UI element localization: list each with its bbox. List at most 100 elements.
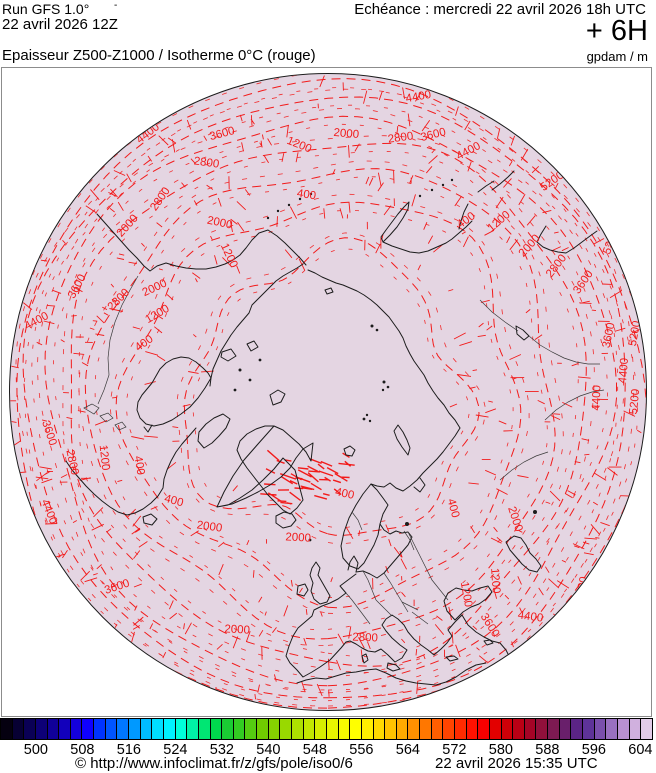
isotherm-label-2000: 2000: [224, 623, 250, 636]
isotherm-label-2800: 2800: [193, 155, 220, 170]
coast-iceland: [275, 511, 297, 529]
coast-novaya-zemlya: [393, 424, 411, 456]
colorbar-cell: [582, 719, 594, 739]
coast-newfoundland: [142, 513, 158, 526]
coast-caspian-sea: [505, 535, 542, 573]
coast-kola-whitesea: [370, 427, 461, 492]
isotherm-dash-texture: [10, 75, 642, 701]
coast-west-europe-iberia: [285, 573, 357, 678]
colorbar-cell: [616, 719, 629, 739]
colorbar-cell: [558, 719, 571, 739]
colorbar-cell: [395, 719, 408, 739]
coast-sicily: [386, 662, 401, 672]
isotherm-ring-echo: [176, 232, 486, 544]
colorbar-cell: [267, 719, 280, 739]
colorbar-cell: [325, 719, 338, 739]
coast-greenland: [216, 425, 314, 515]
units-label: gpdam / m: [586, 49, 648, 64]
colorbar-cell: [1, 719, 12, 739]
isotherm-label-2000: 2000: [206, 215, 234, 232]
colorbar-cell: [430, 719, 443, 739]
coast-bering-alaska: [209, 263, 304, 387]
forecast-step-label: + 6H: [585, 15, 648, 47]
colorbar-cell: [46, 719, 59, 739]
coast-north-africa: [296, 662, 487, 686]
isotherm-label-2800: 2800: [352, 632, 378, 645]
colorbar-cell: [640, 719, 652, 739]
colorbar-tick: 588: [535, 742, 560, 758]
isotherm-label-5200: 5200: [627, 320, 643, 347]
coast-okhotsk: [382, 220, 473, 254]
coast-sardinia: [361, 653, 369, 664]
coast-korea-china: [536, 225, 598, 254]
coastlines: [65, 170, 598, 686]
isotherm-label-2000: 2000: [285, 531, 311, 544]
coast-lake-baikal: [515, 325, 530, 341]
colorbar-cell: [221, 719, 233, 739]
isotherm-label-5200: 5200: [628, 388, 643, 415]
colorbar-cell: [186, 719, 198, 739]
run-model-label: Run GFS 1.0°: [2, 1, 90, 17]
isotherm-ring-2800: [70, 142, 587, 667]
colorbar-cell: [34, 719, 47, 739]
colorbar-cell: [232, 719, 245, 739]
coast-japan: [477, 170, 515, 193]
colorbar-cell: [291, 719, 303, 739]
polar-map: 4400 3600 2800 2000 2800 2000 1200 400 1200 2000 4…: [9, 73, 647, 711]
isotherm-label-1200: 1200: [488, 568, 502, 594]
colorbar-tick: 556: [349, 742, 374, 758]
coast-kamchatka: [380, 201, 410, 243]
colorbar-cell: [535, 719, 548, 739]
isotherm-dense-cluster: [260, 449, 355, 505]
colorbar-cell: [11, 719, 24, 739]
coast-whitesea-inlet: [413, 477, 426, 493]
colorbar-cell: [104, 719, 117, 739]
colorbar-cell: [488, 719, 501, 739]
isotherm-ring-400: [183, 237, 480, 536]
isotherm-ring-2000: [84, 168, 556, 640]
colorbar-cell: [442, 719, 454, 739]
country-borders: [83, 275, 605, 625]
colorbar-cell: [477, 719, 489, 739]
coast-pacific-northamerica: [96, 213, 307, 272]
isotherm-ring-4400: [22, 96, 626, 699]
coast-britain: [309, 561, 331, 605]
coast-crete: [445, 655, 459, 662]
isotherm-label-2000: 2000: [196, 519, 223, 534]
isotherm-ring-echo: [78, 160, 564, 647]
colorbar-cell: [302, 719, 315, 739]
isotherm-ring-echo: [31, 104, 619, 691]
coast-italy-balkans-turkey: [349, 614, 511, 663]
colorbar-cell: [453, 719, 466, 739]
isotherm-label-2800: 2800: [387, 130, 414, 145]
isotherm-label-1200: 1200: [97, 444, 112, 471]
coast-scandinavia: [340, 483, 389, 570]
isotherm-label-2800: 2800: [63, 449, 80, 477]
colorbar-cell: [174, 719, 187, 739]
coast-james-bay: [143, 424, 153, 433]
colorbar-cell: [244, 719, 257, 739]
colorbar-tick: 516: [116, 742, 141, 758]
isotherm-label-5200: 5200: [601, 228, 621, 256]
colorbar-cell: [419, 719, 431, 739]
run-date-label: 22 avril 2026 12Z: [2, 16, 118, 33]
coast-hudson-bay: [136, 356, 212, 427]
isotherm-label-400: 400: [296, 188, 317, 203]
colorbar-cell: [197, 719, 210, 739]
coast-sakhalin: [458, 203, 469, 230]
colorbar-tick: 548: [302, 742, 327, 758]
colorbar-cell: [547, 719, 559, 739]
colorbar-cell: [69, 719, 82, 739]
coast-siberia-arctic: [307, 269, 461, 429]
isotherm-contours: [10, 74, 646, 710]
isotherm-ring-echo: [109, 193, 530, 615]
coast-banks-island: [246, 340, 259, 352]
colorbar-tick: 604: [628, 742, 653, 758]
isotherm-label-4400: 4400: [517, 609, 544, 624]
isotherm-label-4400: 4400: [591, 385, 604, 411]
colorbar-cell: [570, 719, 583, 739]
colorbar-cell: [337, 719, 350, 739]
isotherm-label-3600: 3600: [601, 322, 618, 350]
isotherm-label-400: 400: [445, 497, 462, 519]
coast-black-sea: [443, 585, 493, 621]
